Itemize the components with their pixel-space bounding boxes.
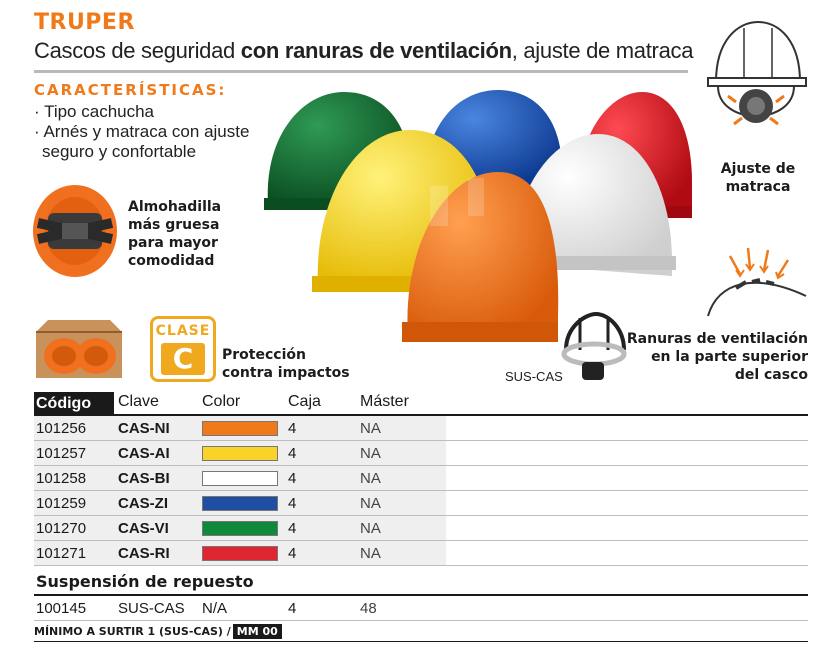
cell-master: NA bbox=[360, 545, 381, 562]
title-part-1: Cascos de seguridad bbox=[34, 38, 241, 63]
cell-clave: CAS-RI bbox=[118, 545, 170, 562]
table-row: 101259 CAS-ZI 4 NA bbox=[34, 491, 808, 516]
feature-item: · Arnés y matraca con ajuste bbox=[34, 122, 250, 141]
class-label: CLASE bbox=[155, 323, 211, 339]
cell-master: NA bbox=[360, 520, 381, 537]
cell-clave: CAS-BI bbox=[118, 470, 170, 487]
vents-callout-line: del casco bbox=[734, 367, 808, 383]
padding-callout-line: Almohadilla bbox=[128, 199, 222, 215]
footer-divider bbox=[34, 641, 808, 642]
color-swatch bbox=[202, 446, 278, 461]
suspension-label: SUS-CAS bbox=[505, 369, 563, 384]
protection-callout: Protección contra impactos bbox=[222, 346, 350, 382]
cell-codigo: 101257 bbox=[36, 445, 87, 462]
cell-codigo: 101256 bbox=[36, 420, 87, 437]
table-row-spare: 100145 SUS-CAS N/A 4 48 bbox=[34, 596, 808, 621]
cell-master: NA bbox=[360, 495, 381, 512]
vents-callout-line: Ranuras de ventilación bbox=[626, 331, 808, 347]
footer-badge: MM 00 bbox=[232, 624, 282, 639]
table-row: 101271 CAS-RI 4 NA bbox=[34, 541, 808, 566]
cell-codigo: 101271 bbox=[36, 545, 87, 562]
suspension-image bbox=[561, 311, 627, 380]
brand-logo: TRUPER bbox=[34, 10, 135, 35]
title-bold-part: con ranuras de ventilación bbox=[240, 38, 512, 63]
cell-clave: CAS-NI bbox=[118, 420, 170, 437]
cell-codigo: 101270 bbox=[36, 520, 87, 537]
cell-clave: SUS-CAS bbox=[118, 600, 185, 617]
helmet-padding-image bbox=[33, 185, 117, 277]
header-codigo: Código bbox=[34, 392, 114, 416]
cell-clave: CAS-ZI bbox=[118, 495, 168, 512]
ratchet-callout-line: matraca bbox=[725, 179, 791, 195]
padding-callout-line: más gruesa bbox=[128, 217, 220, 233]
ratchet-image bbox=[707, 20, 807, 126]
cell-master: 48 bbox=[360, 600, 377, 617]
cell-clave: CAS-AI bbox=[118, 445, 170, 462]
table-row: 101256 CAS-NI 4 NA bbox=[34, 416, 808, 441]
ratchet-callout: Ajuste de matraca bbox=[712, 160, 804, 196]
cell-caja: 4 bbox=[288, 495, 297, 512]
header-clave: Clave bbox=[118, 393, 159, 410]
title-divider bbox=[34, 70, 688, 73]
class-c-badge: CLASE C bbox=[150, 316, 216, 382]
vents-callout-line: en la parte superior bbox=[651, 349, 808, 365]
footer-text: MÍNIMO A SURTIR 1 (SUS-CAS) / bbox=[34, 625, 231, 638]
color-swatch bbox=[202, 471, 278, 486]
cell-caja: 4 bbox=[288, 445, 297, 462]
padding-callout-line: para mayor bbox=[128, 235, 218, 251]
table-row: 101270 CAS-VI 4 NA bbox=[34, 516, 808, 541]
feature-item: seguro y confortable bbox=[42, 142, 197, 161]
footer-note: MÍNIMO A SURTIR 1 (SUS-CAS) / MM 00 bbox=[34, 624, 282, 639]
class-letter: C bbox=[161, 343, 205, 375]
cell-color: N/A bbox=[202, 600, 228, 617]
color-swatch bbox=[202, 421, 278, 436]
padding-callout: Almohadilla más gruesa para mayor comodi… bbox=[128, 198, 221, 270]
protection-callout-line: Protección bbox=[222, 347, 306, 363]
cell-caja: 4 bbox=[288, 600, 297, 617]
helmets-image bbox=[264, 90, 692, 342]
features-heading: CARACTERÍSTICAS: bbox=[34, 81, 227, 99]
cell-caja: 4 bbox=[288, 520, 297, 537]
cell-master: NA bbox=[360, 445, 381, 462]
cell-codigo: 101259 bbox=[36, 495, 87, 512]
cell-caja: 4 bbox=[288, 470, 297, 487]
product-table: Código Clave Color Caja Máster 101256 CA… bbox=[34, 392, 808, 621]
helmet-box-image bbox=[36, 320, 122, 378]
header-caja: Caja bbox=[288, 393, 321, 410]
color-swatch bbox=[202, 496, 278, 511]
cell-master: NA bbox=[360, 420, 381, 437]
color-swatch bbox=[202, 521, 278, 536]
header-color: Color bbox=[202, 393, 241, 410]
spare-section-title: Suspensión de repuesto bbox=[34, 566, 808, 596]
cell-master: NA bbox=[360, 470, 381, 487]
features-list: · Tipo cachucha · Arnés y matraca con aj… bbox=[34, 102, 249, 162]
cell-caja: 4 bbox=[288, 420, 297, 437]
spare-section-label: Suspensión de repuesto bbox=[36, 572, 254, 591]
feature-item: · Tipo cachucha bbox=[34, 102, 155, 121]
ventilation-image bbox=[707, 247, 807, 317]
cell-codigo: 101258 bbox=[36, 470, 87, 487]
ventilation-callout: Ranuras de ventilación en la parte super… bbox=[618, 330, 808, 384]
cell-caja: 4 bbox=[288, 545, 297, 562]
table-row: 101257 CAS-AI 4 NA bbox=[34, 441, 808, 466]
header-master: Máster bbox=[360, 393, 409, 410]
page-title: Cascos de seguridad con ranuras de venti… bbox=[34, 38, 693, 64]
padding-callout-line: comodidad bbox=[128, 253, 215, 269]
cell-codigo: 100145 bbox=[36, 600, 87, 617]
cell-clave: CAS-VI bbox=[118, 520, 169, 537]
title-part-2: , ajuste de matraca bbox=[511, 38, 694, 63]
protection-callout-line: contra impactos bbox=[222, 365, 350, 381]
ratchet-callout-line: Ajuste de bbox=[720, 161, 796, 177]
color-swatch bbox=[202, 546, 278, 561]
table-header: Código Clave Color Caja Máster bbox=[34, 392, 808, 416]
table-row: 101258 CAS-BI 4 NA bbox=[34, 466, 808, 491]
